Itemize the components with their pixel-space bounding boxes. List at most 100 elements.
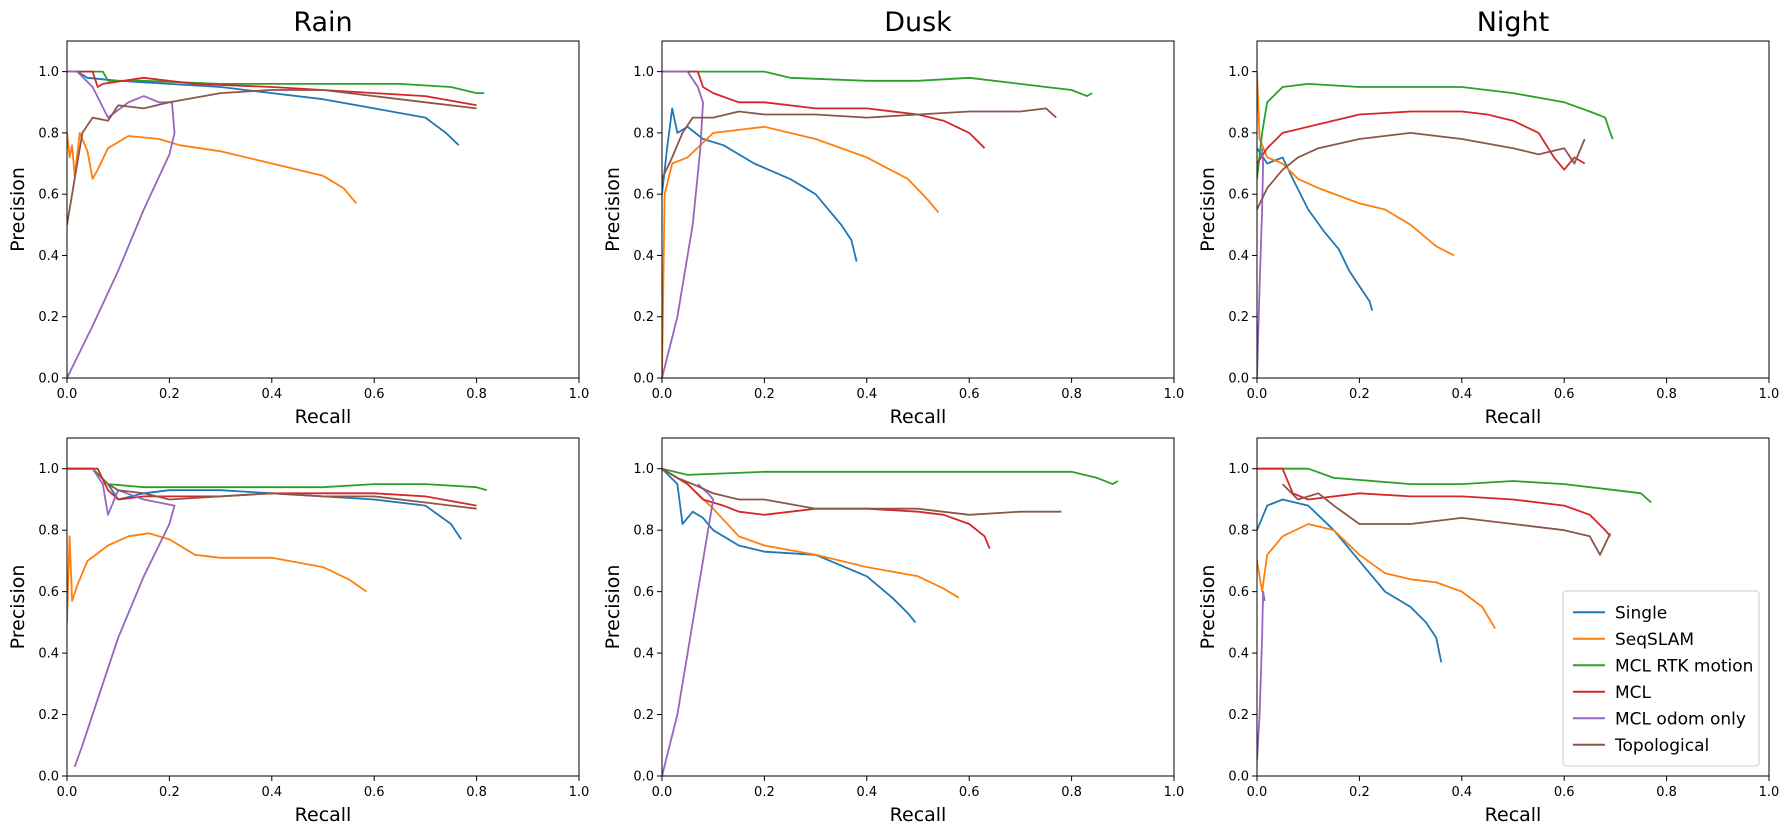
series-line-mcl [1257, 467, 1611, 537]
axes-frame [661, 40, 1175, 379]
x-tick-label: 1.0 [1164, 387, 1185, 402]
y-tick-label: 0.0 [633, 372, 654, 387]
x-tick-label: 0.2 [159, 387, 180, 402]
series-group [662, 467, 1119, 776]
series-line-mcl-rtk-motion [67, 467, 488, 492]
y-tick-label: 0.2 [38, 310, 59, 325]
series-group [1257, 71, 1614, 378]
axes-frame [1256, 40, 1770, 379]
y-tick-label: 0.2 [633, 310, 654, 325]
panel-2: 0.0 0.2 0.4 0.6 0.8 1.0 0.0 0.2 0.4 0.6 0.8 1.0 Reca… [602, 7, 1184, 428]
x-tick-label: 0.8 [466, 387, 487, 402]
y-tick-label: 0.6 [633, 188, 654, 203]
x-tick-label: 0.4 [856, 785, 877, 800]
y-axis-label: Precision [1197, 565, 1219, 650]
x-tick-label: 0.4 [1451, 387, 1472, 402]
y-tick-label: 0.2 [1228, 310, 1249, 325]
series-group [1257, 467, 1652, 761]
y-tick-label: 0.4 [633, 249, 654, 264]
series-line-seqslam [67, 132, 357, 204]
series-line-seqslam [1257, 71, 1455, 257]
series-line-mcl-odom-only [73, 468, 176, 768]
panel-title: Rain [293, 7, 352, 38]
y-tick-label: 1.0 [38, 65, 59, 80]
series-line-seqslam [662, 467, 960, 599]
series-line-topological [1281, 483, 1612, 556]
x-tick-label: 1.0 [1759, 387, 1780, 402]
y-tick-label: 0.6 [1228, 585, 1249, 600]
y-tick-label: 0.4 [1228, 249, 1249, 264]
legend-entry-label: Topological [1614, 736, 1709, 756]
y-tick-label: 0.2 [1228, 708, 1249, 723]
y-tick-label: 0.0 [38, 372, 59, 387]
series-line-single [1257, 498, 1443, 663]
x-tick-label: 0.4 [1451, 785, 1472, 800]
x-tick-label: 0.4 [856, 387, 877, 402]
series-line-mcl-odom-only [67, 70, 176, 378]
y-tick-label: 0.0 [1228, 372, 1249, 387]
series-line-mcl-odom-only [1257, 148, 1264, 378]
series-line-topological [1257, 132, 1586, 210]
panel-title: Dusk [884, 7, 952, 38]
x-axis-label: Recall [890, 406, 947, 428]
x-tick-label: 0.8 [1656, 387, 1677, 402]
series-line-topological [662, 467, 1062, 516]
x-tick-label: 0.6 [1554, 387, 1575, 402]
series-line-mcl-rtk-motion [1257, 467, 1652, 504]
series-line-topological [662, 107, 1057, 180]
x-tick-label: 0.6 [364, 785, 385, 800]
x-tick-label: 0.6 [959, 785, 980, 800]
x-tick-label: 0.0 [1247, 785, 1268, 800]
x-tick-label: 0.4 [261, 785, 282, 800]
x-tick-label: 0.6 [1554, 785, 1575, 800]
y-tick-label: 0.0 [38, 770, 59, 785]
panel-1: 0.0 0.2 0.4 0.6 0.8 1.0 0.0 0.2 0.4 0.6 0.8 1.0 Reca… [7, 7, 589, 428]
series-group [67, 70, 485, 378]
x-tick-label: 0.2 [1349, 387, 1370, 402]
x-tick-label: 0.2 [754, 785, 775, 800]
x-tick-label: 1.0 [569, 785, 590, 800]
legend-box [1562, 590, 1760, 767]
series-line-seqslam [67, 532, 368, 623]
y-tick-label: 1.0 [1228, 462, 1249, 477]
y-tick-label: 0.6 [38, 585, 59, 600]
x-axis-label: Recall [1485, 804, 1542, 826]
x-tick-label: 1.0 [569, 387, 590, 402]
y-axis-label: Precision [602, 167, 624, 252]
y-tick-label: 0.0 [633, 770, 654, 785]
x-tick-label: 0.4 [261, 387, 282, 402]
x-axis-label: Recall [890, 804, 947, 826]
y-tick-label: 0.8 [38, 126, 59, 141]
x-tick-label: 0.8 [1656, 785, 1677, 800]
x-tick-label: 0.0 [652, 785, 673, 800]
y-tick-label: 0.2 [38, 708, 59, 723]
series-line-single [1257, 147, 1374, 311]
axes-frame [661, 437, 1175, 777]
x-tick-label: 0.8 [1061, 785, 1082, 800]
x-tick-label: 0.2 [159, 785, 180, 800]
y-tick-label: 1.0 [633, 65, 654, 80]
x-tick-label: 0.2 [1349, 785, 1370, 800]
panel-3: 0.0 0.2 0.4 0.6 0.8 1.0 0.0 0.2 0.4 0.6 0.8 1.0 Reca… [1197, 7, 1779, 428]
axes-frame [1256, 437, 1770, 777]
y-tick-label: 0.8 [633, 524, 654, 539]
y-tick-label: 1.0 [38, 462, 59, 477]
x-tick-label: 0.0 [1247, 387, 1268, 402]
series-line-mcl-odom-only [662, 483, 715, 776]
x-axis-label: Recall [295, 804, 352, 826]
x-tick-label: 0.6 [364, 387, 385, 402]
series-line-mcl-odom-only [662, 70, 704, 378]
x-axis-label: Recall [295, 406, 352, 428]
x-tick-label: 0.2 [754, 387, 775, 402]
x-tick-label: 0.6 [959, 387, 980, 402]
y-tick-label: 0.8 [38, 524, 59, 539]
x-tick-label: 0.0 [57, 785, 78, 800]
y-tick-label: 0.4 [1228, 647, 1249, 662]
y-tick-label: 1.0 [633, 462, 654, 477]
series-line-mcl-rtk-motion [662, 467, 1119, 485]
series-line-mcl-odom-only [1257, 590, 1266, 761]
x-tick-label: 1.0 [1164, 785, 1185, 800]
panel-6: 0.0 0.2 0.4 0.6 0.8 1.0 0.0 0.2 0.4 0.6 0.8 1.0 Reca… [1197, 437, 1779, 826]
x-axis-label: Recall [1485, 406, 1542, 428]
y-axis-label: Precision [1197, 167, 1219, 252]
